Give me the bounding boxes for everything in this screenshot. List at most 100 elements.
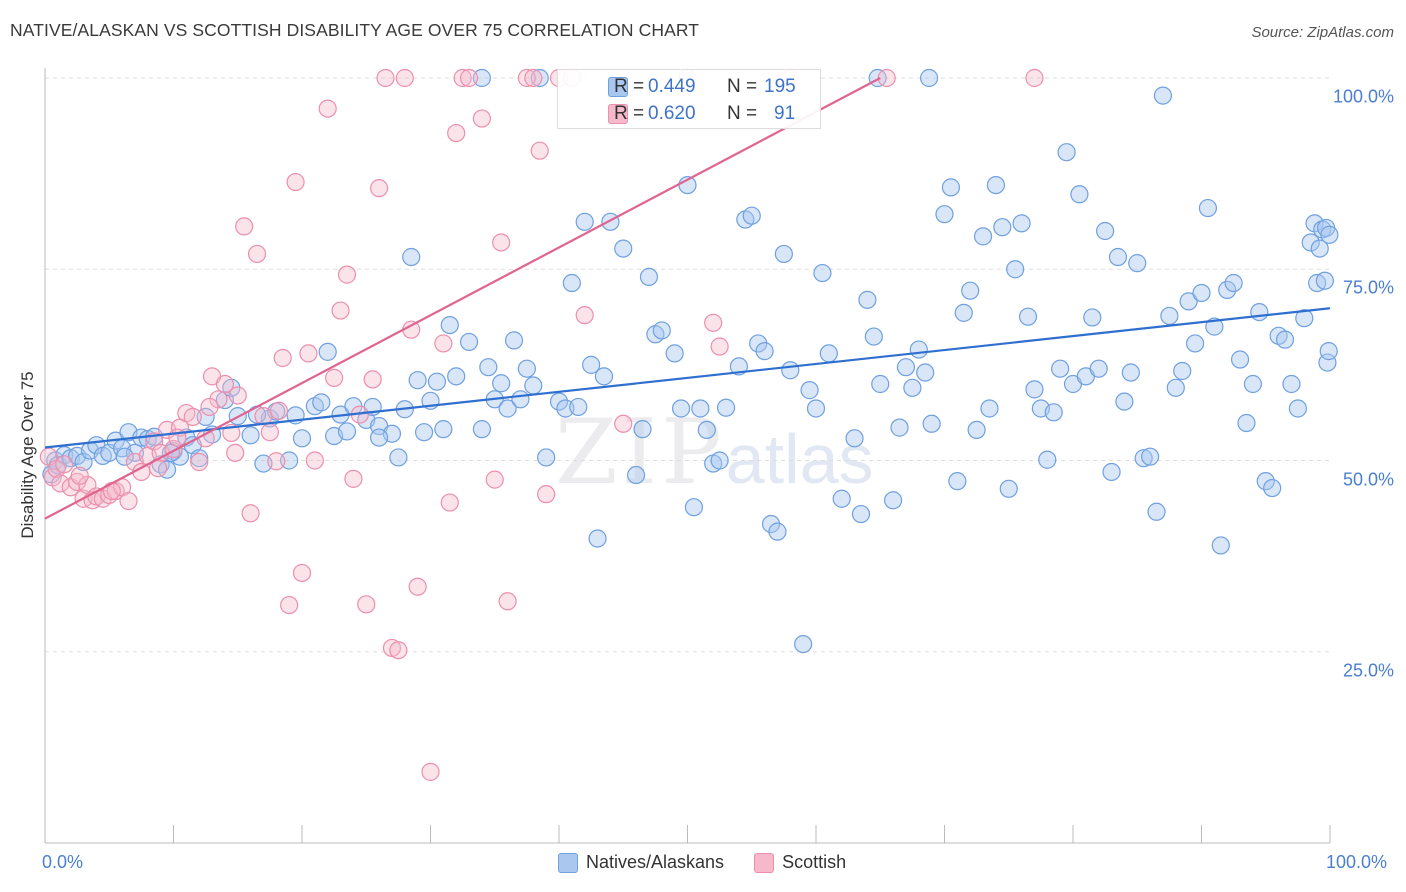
- data-point-natives: [459, 332, 479, 352]
- data-point-natives: [1070, 185, 1089, 204]
- data-point-natives: [1025, 380, 1044, 399]
- data-point-scottish: [614, 414, 633, 433]
- data-point-natives: [794, 634, 813, 654]
- data-point-natives: [665, 344, 684, 363]
- data-point-scottish: [575, 306, 594, 325]
- data-point-natives: [1243, 374, 1263, 394]
- data-point-natives: [1044, 403, 1063, 422]
- data-point-natives: [1115, 392, 1134, 411]
- data-point-scottish: [408, 577, 427, 596]
- data-point-natives: [389, 448, 408, 467]
- data-point-scottish: [318, 99, 337, 118]
- data-point-natives: [999, 479, 1018, 498]
- data-point-natives: [447, 367, 466, 386]
- data-point-natives: [1211, 536, 1230, 555]
- data-point-natives: [1089, 359, 1108, 378]
- x-tick-label-max: 100.0%: [1326, 852, 1388, 872]
- grid-lines: [45, 77, 1330, 653]
- data-point-scottish: [292, 563, 312, 583]
- data-point-natives: [729, 357, 749, 376]
- data-point-natives: [537, 448, 556, 467]
- data-point-natives: [742, 206, 761, 225]
- data-point-natives: [408, 371, 427, 390]
- data-point-scottish: [241, 504, 260, 523]
- stat-n-label: N =: [727, 103, 758, 124]
- data-point-scottish: [517, 68, 536, 88]
- data-point-scottish: [325, 368, 344, 387]
- data-point-natives: [633, 420, 652, 439]
- data-point-natives: [1153, 86, 1173, 105]
- y-tick-label: 25.0%: [1342, 660, 1394, 681]
- data-point-scottish: [305, 451, 324, 470]
- stat-r-label: R =: [614, 103, 645, 124]
- data-point-natives: [1051, 359, 1070, 378]
- data-point-scottish: [299, 344, 318, 363]
- data-point-natives: [157, 460, 177, 479]
- data-point-scottish: [55, 455, 74, 474]
- stat-r-label: R =: [614, 76, 645, 97]
- data-point-natives: [74, 452, 93, 472]
- data-point-natives: [414, 423, 434, 442]
- data-point-natives: [948, 472, 967, 491]
- data-point-natives: [973, 227, 993, 246]
- data-point-natives: [1310, 239, 1329, 258]
- data-point-scottish: [267, 452, 286, 471]
- trendline-scottish: [44, 77, 881, 520]
- data-point-natives: [601, 212, 620, 231]
- data-point-scottish: [337, 265, 357, 284]
- data-point-scottish: [492, 233, 511, 252]
- data-point-natives: [1275, 330, 1295, 349]
- data-point-scottish: [421, 762, 440, 781]
- data-point-natives: [1250, 302, 1269, 322]
- watermark: ZIPatlas: [555, 400, 874, 505]
- data-point-natives: [337, 422, 357, 441]
- data-point-scottish: [280, 595, 299, 615]
- legend-item-natives: Natives/Alaskans: [558, 852, 724, 873]
- data-point-scottish: [434, 334, 453, 353]
- data-point-natives: [1263, 478, 1282, 498]
- watermark-main: ZIP: [555, 400, 726, 505]
- data-point-natives: [1108, 247, 1128, 267]
- data-point-natives: [768, 522, 787, 541]
- data-point-natives: [922, 414, 941, 433]
- data-point-natives: [1320, 225, 1339, 244]
- data-point-natives: [1121, 363, 1140, 382]
- data-point-natives: [1173, 361, 1192, 381]
- data-point-scottish: [376, 68, 395, 88]
- data-point-scottish: [286, 172, 305, 192]
- trendline-natives: [44, 307, 1331, 449]
- data-point-natives: [588, 529, 607, 548]
- data-point-natives: [498, 399, 517, 418]
- data-point-natives: [1230, 350, 1250, 369]
- data-point-scottish: [370, 179, 389, 198]
- data-point-natives: [511, 390, 530, 409]
- data-point-scottish: [440, 493, 459, 512]
- data-point-natives: [562, 273, 581, 293]
- data-point-scottish: [183, 407, 202, 426]
- data-point-natives: [919, 68, 939, 88]
- data-point-natives: [1166, 378, 1185, 397]
- data-point-natives: [903, 378, 922, 397]
- data-point-natives: [280, 451, 299, 470]
- data-point-natives: [781, 361, 800, 380]
- data-point-natives: [434, 420, 453, 439]
- data-point-natives: [241, 426, 260, 445]
- y-tick-label: 50.0%: [1342, 469, 1394, 489]
- data-point-natives: [684, 498, 704, 517]
- data-point-natives: [954, 303, 973, 322]
- data-point-scottish: [119, 491, 138, 511]
- data-point-natives: [472, 420, 491, 439]
- stat-swatch-pink: [608, 104, 628, 124]
- data-point-natives: [851, 504, 871, 524]
- data-point-scottish: [70, 466, 89, 485]
- chart-source: Source: ZipAtlas.com: [1251, 24, 1394, 41]
- data-point-natives: [1301, 233, 1320, 252]
- stat-swatch-blue: [608, 77, 628, 97]
- data-point-natives: [858, 290, 877, 309]
- data-point-natives: [1140, 447, 1160, 466]
- data-point-natives: [1318, 353, 1337, 372]
- data-point-scottish: [485, 470, 504, 489]
- legend-item-scottish: Scottish: [754, 852, 846, 873]
- data-point-natives: [1282, 374, 1301, 394]
- series-natives-alaskans: [42, 68, 1339, 654]
